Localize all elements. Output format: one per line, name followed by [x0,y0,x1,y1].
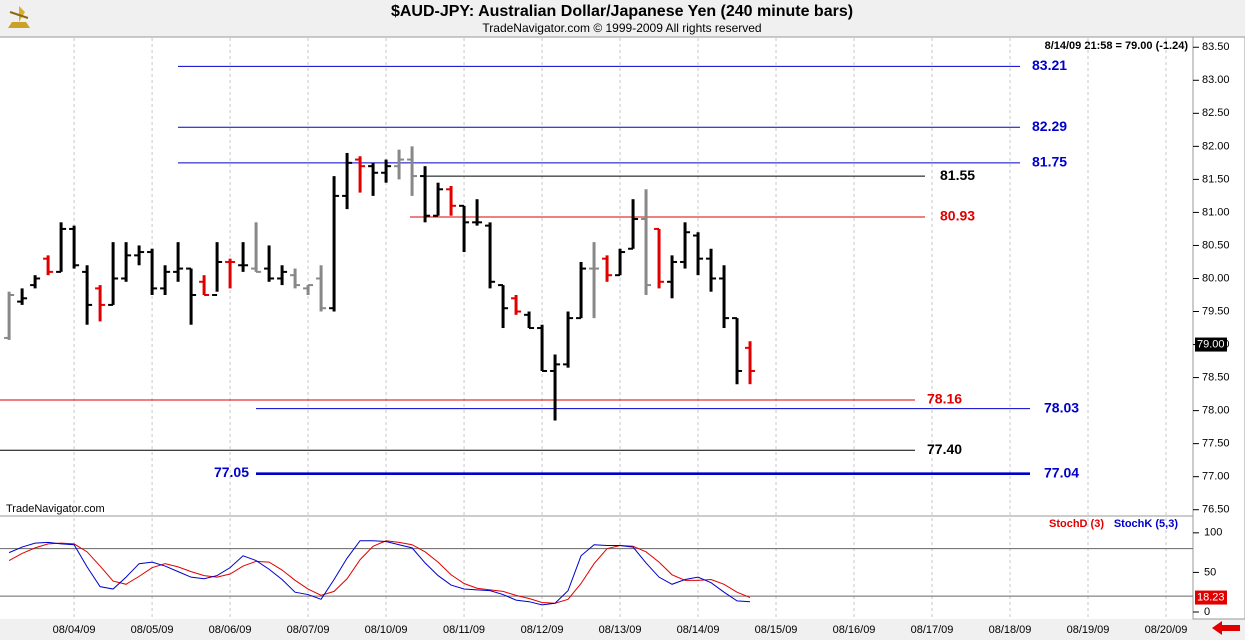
y-tick-label: 81.00 [1202,206,1230,218]
y-tick-label: 78.50 [1202,371,1230,383]
last-price-box [1195,337,1227,352]
x-tick-label: 08/18/09 [989,624,1032,636]
x-tick-label: 08/12/09 [521,624,564,636]
x-tick-label: 08/04/09 [53,624,96,636]
level-label: 80.93 [940,208,975,224]
x-tick-label: 08/20/09 [1145,624,1188,636]
y-tick-label: 0 [1204,606,1210,618]
x-tick-label: 08/06/09 [209,624,252,636]
y-tick-label: 80.50 [1202,239,1230,251]
legend-entry: StochK (5,3) [1114,518,1179,530]
x-tick-label: 08/14/09 [677,624,720,636]
level-label: 81.75 [1032,154,1067,170]
chart-subtitle: TradeNavigator.com © 1999-2009 All right… [482,21,761,35]
y-tick-label: 80.00 [1202,272,1230,284]
level-label: 78.16 [927,391,962,407]
last-value-box [1195,590,1227,605]
x-tick-label: 08/05/09 [131,624,174,636]
chart-title: $AUD-JPY: Australian Dollar/Japanese Yen… [391,3,853,20]
y-tick-label: 78.00 [1202,405,1230,417]
y-tick-label: 82.50 [1202,107,1230,119]
y-tick-label: 100 [1204,527,1222,539]
x-tick-label: 08/10/09 [365,624,408,636]
stoch-line [8,540,751,606]
level-label: 77.04 [1044,465,1079,481]
x-axis-bg [0,619,1245,640]
level-label: 77.05 [214,464,249,480]
last-price-label: 79.00 [1197,338,1225,350]
y-tick-label: 82.00 [1202,140,1230,152]
y-tick-label: 81.50 [1202,173,1230,185]
y-tick-label: 83.50 [1202,41,1230,53]
level-label: 82.29 [1032,118,1067,134]
level-label: 78.03 [1044,399,1079,415]
x-tick-label: 08/16/09 [833,624,876,636]
x-tick-label: 08/15/09 [755,624,798,636]
header-bg [0,0,1245,37]
price-info: 8/14/09 21:58 = 79.00 (-1.24) [1045,40,1189,52]
y-tick-label: 83.00 [1202,74,1230,86]
level-label: 77.40 [927,441,962,457]
x-tick-label: 08/07/09 [287,624,330,636]
y-tick-label: 79.50 [1202,305,1230,317]
level-label: 83.21 [1032,57,1067,73]
watermark: TradeNavigator.com [6,503,105,515]
x-tick-label: 08/17/09 [911,624,954,636]
y-tick-label: 76.50 [1202,504,1230,516]
logo [8,6,30,28]
stoch-line [8,540,751,604]
level-label: 81.55 [940,167,975,183]
x-tick-label: 08/13/09 [599,624,642,636]
y-axis-bg [1192,36,1245,620]
x-tick-label: 08/19/09 [1067,624,1110,636]
scroll-arrow[interactable] [1212,621,1240,635]
y-tick-label: 50 [1204,566,1216,578]
last-value-label: 18.23 [1197,591,1225,603]
y-tick-label: 77.00 [1202,471,1230,483]
legend-entry: StochD (3) [1049,518,1104,530]
x-tick-label: 08/11/09 [443,624,485,636]
y-tick-label: 77.50 [1202,438,1230,450]
